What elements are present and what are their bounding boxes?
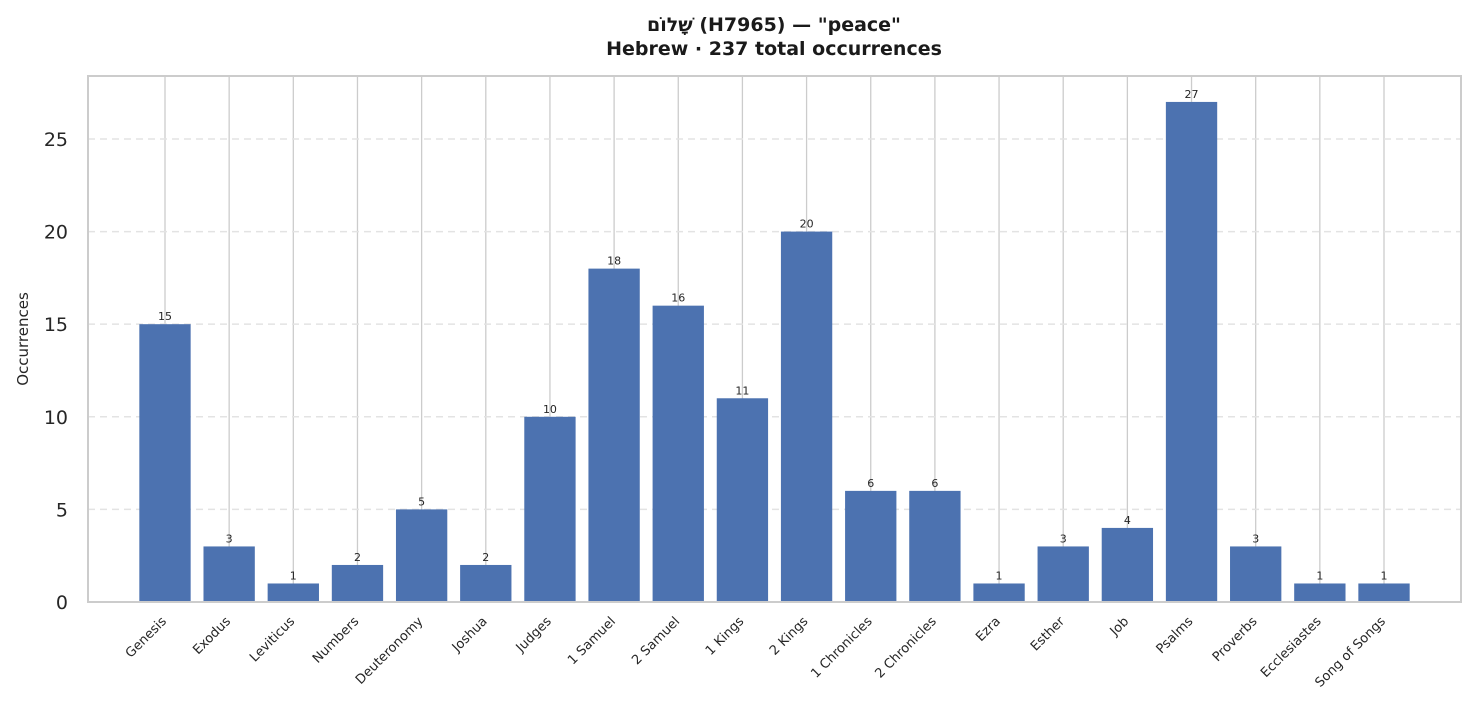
bar-2-samuel: [652, 305, 704, 602]
bar-genesis: [139, 324, 191, 602]
bar-judges: [524, 416, 576, 602]
y-tick-label: 10: [44, 407, 68, 429]
x-tick-label: Job: [1107, 614, 1132, 639]
bar-2-chronicles: [909, 490, 961, 602]
x-tick-label: Ecclesiastes: [1258, 614, 1325, 681]
x-tick-label: 1 Chronicles: [808, 614, 875, 681]
x-tick-label: Leviticus: [247, 614, 298, 665]
data-label: 1: [1316, 569, 1323, 582]
x-tick-label: 1 Samuel: [565, 614, 619, 668]
data-label: 20: [800, 218, 814, 231]
x-tick-label: Exodus: [190, 614, 234, 658]
data-label: 4: [1124, 514, 1131, 527]
x-tick-label: Proverbs: [1210, 614, 1261, 665]
plot-frame: [87, 75, 1462, 603]
bar-ecclesiastes: [1294, 583, 1346, 602]
bar-1-chronicles: [845, 490, 897, 602]
x-tick-label: Deuteronomy: [353, 614, 427, 688]
bar-esther: [1037, 546, 1089, 602]
y-axis-label: Occurrences: [14, 292, 32, 386]
x-tick-label: 1 Kings: [703, 614, 748, 659]
data-label: 1: [996, 569, 1003, 582]
x-tick-label: Song of Songs: [1312, 614, 1389, 691]
bar-leviticus: [267, 583, 319, 602]
data-label: 18: [607, 255, 621, 268]
y-tick-label: 0: [56, 592, 68, 614]
data-label: 11: [735, 384, 749, 397]
data-label: 1: [1381, 569, 1388, 582]
data-label: 2: [482, 551, 489, 564]
data-label: 3: [1060, 532, 1067, 545]
bar-ezra: [973, 583, 1025, 602]
bar-2-kings: [780, 231, 833, 603]
bar-job: [1101, 527, 1154, 602]
x-tick-label: Esther: [1028, 614, 1069, 655]
x-tick-label: Ezra: [973, 614, 1004, 645]
data-label: 10: [543, 403, 557, 416]
bar-1-kings: [716, 398, 769, 602]
x-tick-label: Genesis: [123, 614, 170, 661]
chart-title-line1: שָׁלוֹם (H7965) — "peace": [647, 14, 901, 36]
x-tick-label: 2 Samuel: [629, 614, 683, 668]
data-label: 3: [226, 532, 233, 545]
x-tick-label: 2 Kings: [767, 614, 812, 659]
y-tick-label: 20: [44, 222, 68, 244]
bar-joshua: [460, 564, 512, 602]
bar-psalms: [1165, 101, 1218, 603]
data-label: 2: [354, 551, 361, 564]
data-label: 6: [867, 477, 874, 490]
x-tick-label: 2 Chronicles: [872, 614, 939, 681]
data-label: 1: [290, 569, 297, 582]
data-label: 6: [931, 477, 938, 490]
y-tick-label: 15: [44, 314, 68, 336]
bar-proverbs: [1230, 546, 1282, 602]
x-tick-label: Psalms: [1154, 614, 1197, 657]
data-label: 15: [158, 310, 172, 323]
chart-title-line2: Hebrew · 237 total occurrences: [606, 38, 942, 60]
bar-exodus: [203, 546, 255, 602]
data-label: 16: [671, 292, 685, 305]
bar-deuteronomy: [395, 509, 448, 602]
data-label: 3: [1252, 532, 1259, 545]
x-tick-label: Judges: [513, 614, 555, 656]
bar-numbers: [331, 564, 384, 602]
bar-song-of-songs: [1358, 583, 1410, 602]
y-tick-label: 25: [44, 129, 68, 151]
data-label: 5: [418, 495, 425, 508]
bar-1-samuel: [588, 268, 640, 602]
x-tick-label: Numbers: [310, 614, 362, 666]
x-tick-label: Joshua: [449, 614, 491, 656]
data-label: 27: [1185, 88, 1199, 101]
grid-layer: [88, 76, 1461, 602]
y-tick-label: 5: [56, 499, 68, 521]
